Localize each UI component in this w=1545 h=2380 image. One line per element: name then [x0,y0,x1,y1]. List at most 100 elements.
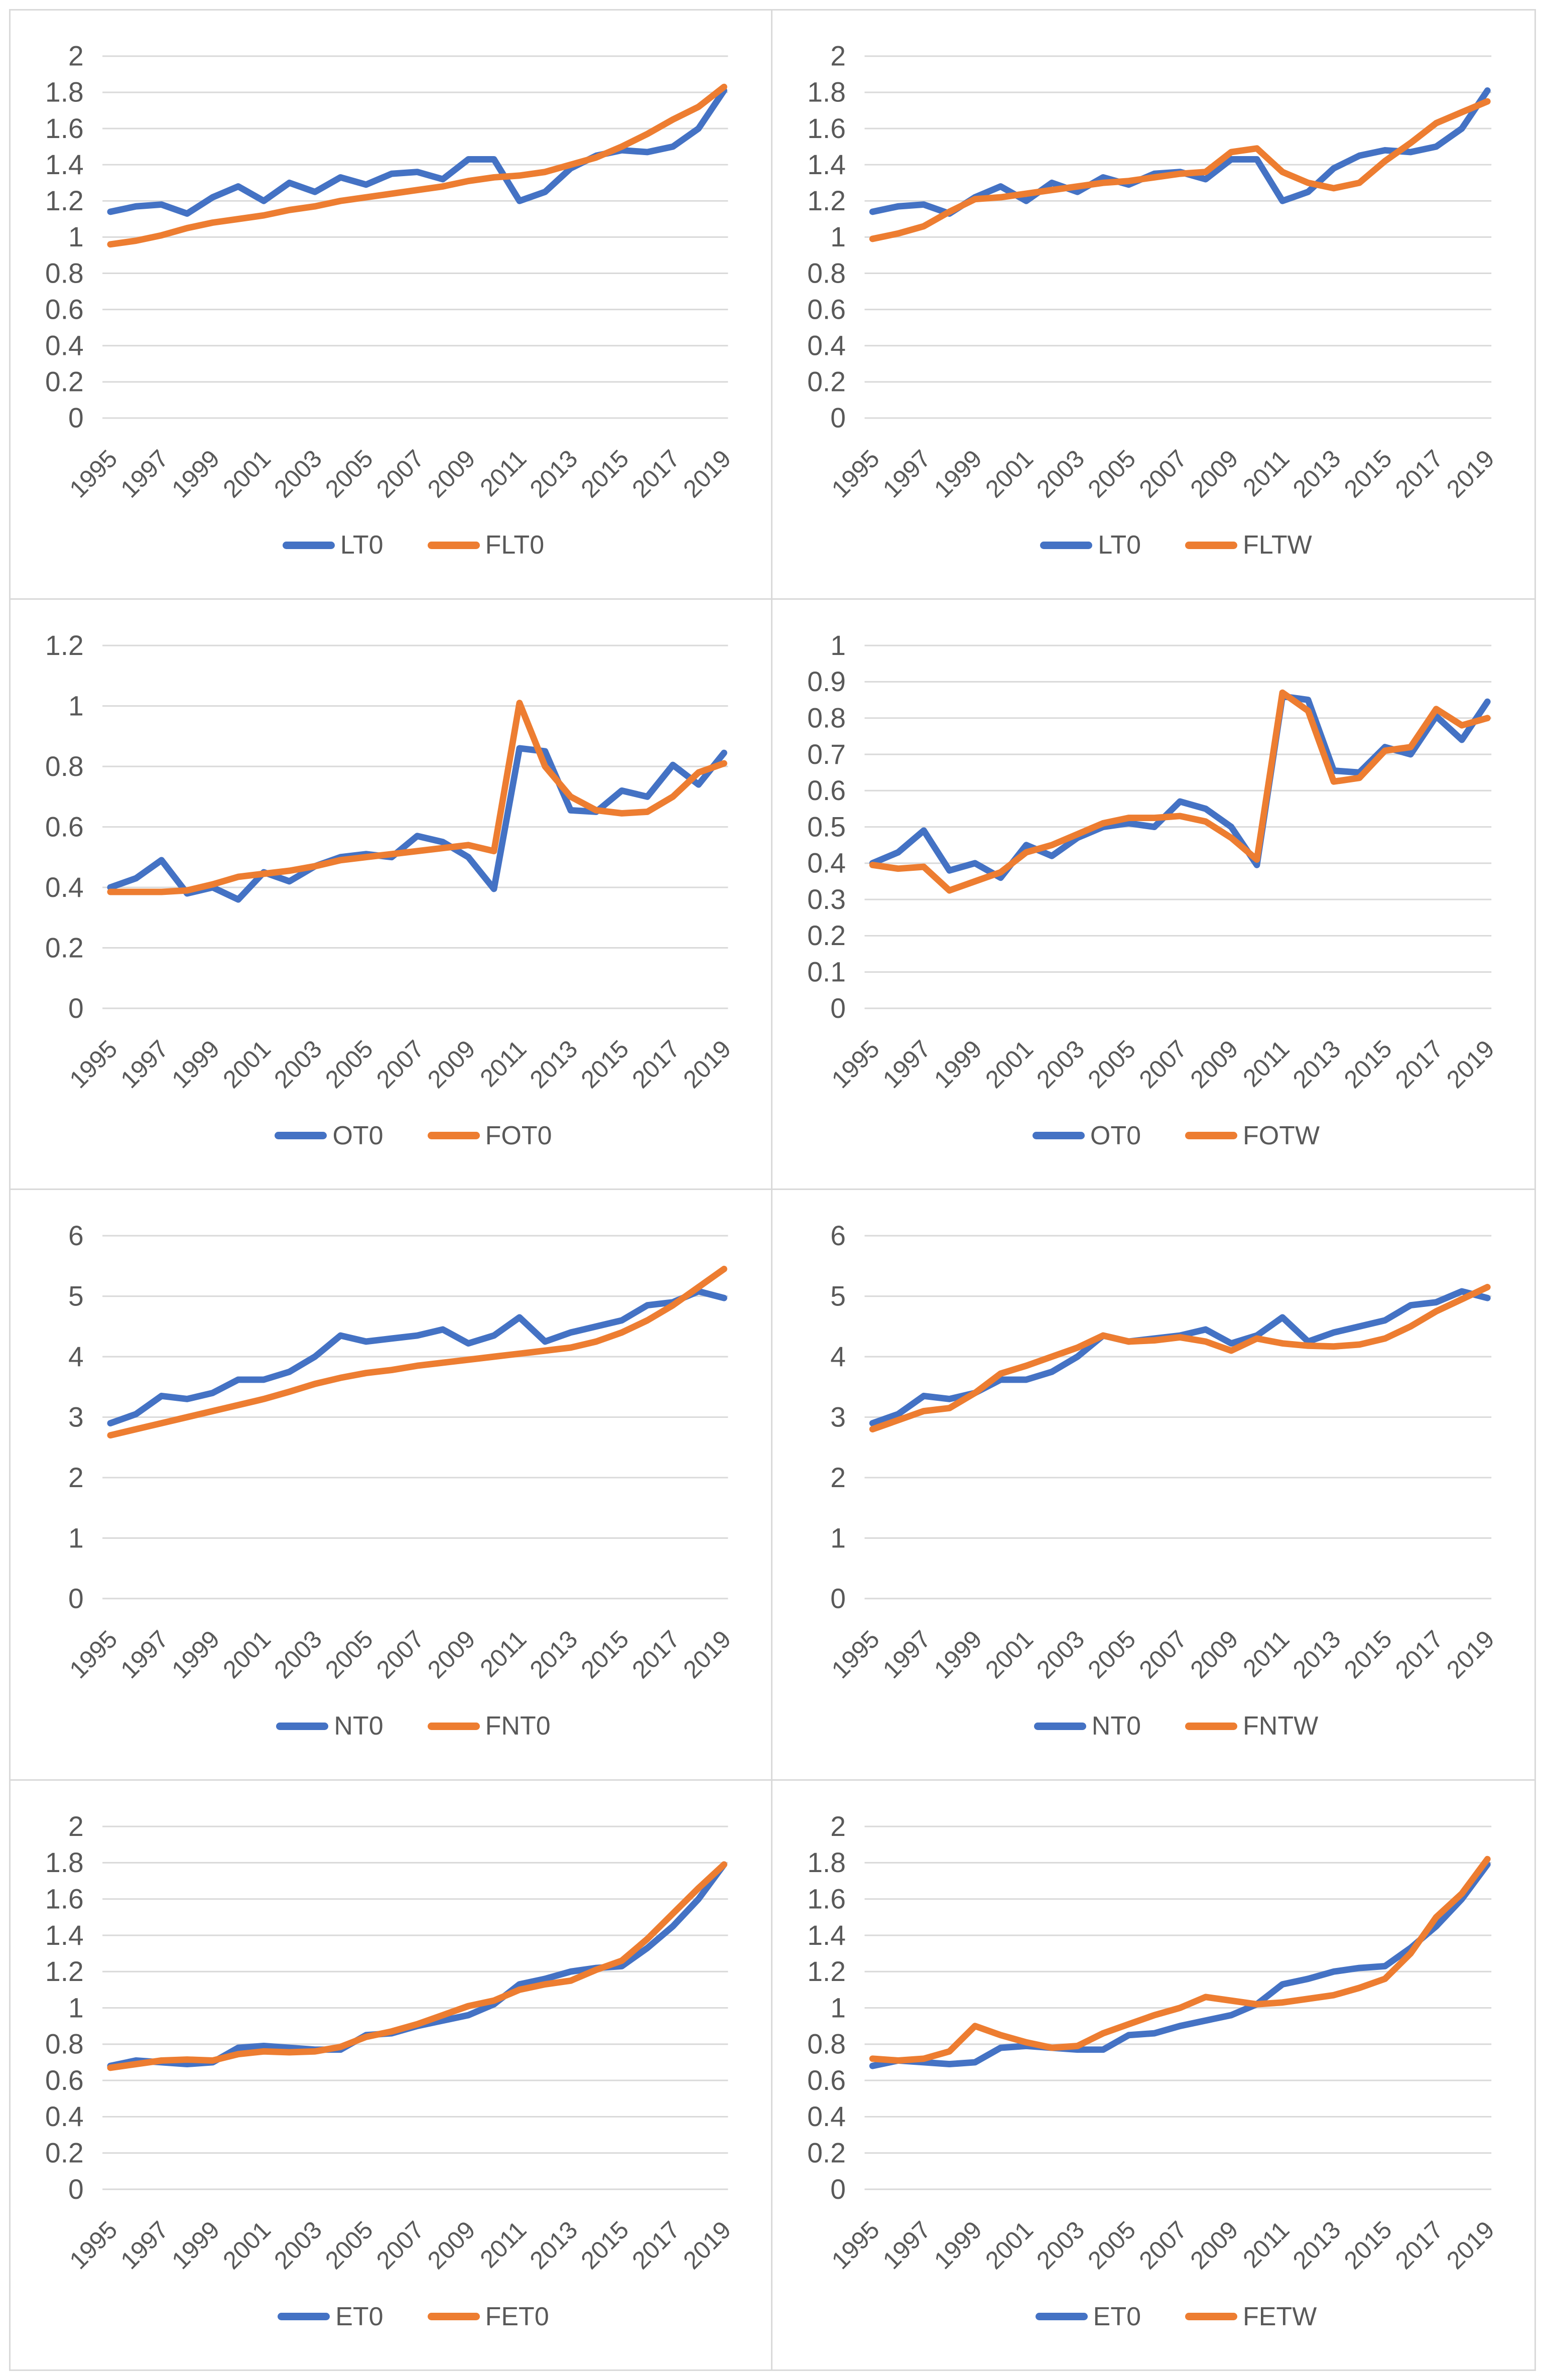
svg-text:0: 0 [68,992,84,1023]
svg-text:2003: 2003 [269,445,327,503]
svg-text:0.2: 0.2 [807,920,846,951]
svg-text:0.8: 0.8 [45,750,84,781]
svg-text:1.6: 1.6 [807,113,846,144]
svg-text:1: 1 [830,1992,846,2023]
svg-text:0.2: 0.2 [45,932,84,963]
svg-text:2: 2 [830,1462,846,1493]
svg-text:1999: 1999 [929,1035,987,1094]
svg-text:1997: 1997 [877,1035,936,1094]
svg-text:2017: 2017 [627,445,685,503]
svg-text:1.6: 1.6 [45,1883,84,1914]
svg-text:2019: 2019 [1441,1035,1499,1094]
svg-text:2005: 2005 [1083,1625,1141,1684]
svg-text:2013: 2013 [525,1625,583,1684]
svg-text:1: 1 [68,690,84,721]
svg-text:0.3: 0.3 [807,883,846,914]
svg-text:2001: 2001 [218,445,276,503]
svg-text:1995: 1995 [64,445,122,503]
chart-panel-ot0-fot0: 0 0.2 0.4 0.6 0.8 1 1.2 1995 1997 1999 2001 2003 200… [9,599,773,1190]
svg-text:0.4: 0.4 [807,2101,846,2132]
line-chart-lt0-flt0: 00.20.40.60.811.21.41.61.821995199719992… [45,41,736,503]
svg-text:2007: 2007 [1134,2216,1192,2275]
svg-text:0.8: 0.8 [807,257,846,289]
svg-text:1999: 1999 [167,1625,225,1684]
svg-text:2011: 2011 [1238,1035,1295,1092]
svg-text:0.9: 0.9 [807,666,846,697]
svg-text:2009: 2009 [1185,2216,1243,2275]
svg-text:2001: 2001 [980,2216,1039,2275]
svg-text:2015: 2015 [576,1034,634,1093]
svg-text:1.8: 1.8 [45,1847,84,1878]
svg-text:2013: 2013 [525,2215,583,2274]
svg-text:0.4: 0.4 [807,330,846,361]
svg-text:1.8: 1.8 [807,1847,846,1878]
svg-text:0.8: 0.8 [45,2028,84,2059]
svg-text:1.2: 1.2 [807,185,846,216]
svg-text:0.2: 0.2 [807,2137,846,2168]
svg-text:0.8: 0.8 [45,257,84,289]
svg-text:1997: 1997 [115,1034,174,1093]
svg-text:0.8: 0.8 [807,2028,846,2059]
svg-text:0.6: 0.6 [45,2064,84,2095]
svg-text:2001: 2001 [980,445,1039,503]
svg-text:0: 0 [68,2173,84,2204]
svg-text:1999: 1999 [929,445,987,503]
svg-text:2019: 2019 [1441,2216,1499,2275]
svg-text:0.2: 0.2 [807,366,846,398]
svg-text:2011: 2011 [475,445,532,502]
svg-text:2003: 2003 [1032,1625,1090,1684]
svg-text:0.4: 0.4 [807,847,846,878]
svg-text:4: 4 [68,1341,84,1372]
svg-text:2007: 2007 [1134,1035,1192,1094]
svg-text:2009: 2009 [1185,1625,1243,1684]
svg-text:2011: 2011 [475,1625,532,1682]
svg-text:2007: 2007 [371,2215,429,2274]
svg-text:0.6: 0.6 [807,774,846,806]
svg-text:2001: 2001 [218,2215,276,2274]
svg-text:2007: 2007 [1134,445,1192,503]
svg-text:3: 3 [830,1401,846,1432]
svg-text:1.2: 1.2 [45,1955,84,1987]
svg-text:1999: 1999 [167,445,225,503]
svg-text:1995: 1995 [826,1625,884,1684]
svg-text:2015: 2015 [576,445,634,503]
svg-text:2009: 2009 [422,1625,480,1684]
svg-text:2013: 2013 [1288,445,1346,503]
chart-panel-lt0-flt0: 0 0.2 0.4 0.6 0.8 1 1.2 1.4 1.6 1.8 2 1995 1997 1999 2… [9,9,773,600]
svg-text:0: 0 [830,2173,846,2204]
svg-text:2017: 2017 [1390,445,1448,503]
svg-text:1995: 1995 [64,1625,122,1684]
svg-text:1: 1 [68,1992,84,2023]
svg-text:2011: 2011 [1238,445,1295,502]
svg-text:0.2: 0.2 [45,2137,84,2168]
svg-text:0.5: 0.5 [807,811,846,842]
svg-text:2005: 2005 [1083,1035,1141,1094]
svg-text:1997: 1997 [877,1625,936,1684]
svg-text:1.8: 1.8 [807,77,846,108]
svg-text:2: 2 [68,41,84,72]
svg-text:1995: 1995 [64,1034,122,1093]
svg-text:1.4: 1.4 [45,149,84,180]
chart-panel-lt0-fltw: 0 0.2 0.4 0.6 0.8 1 1.2 1.4 1.6 1.8 2 1995 1997 1999 2… [773,9,1536,600]
svg-text:2: 2 [830,41,846,72]
svg-text:1: 1 [68,1522,84,1553]
svg-text:0.6: 0.6 [45,811,84,842]
svg-text:1995: 1995 [826,2216,884,2275]
line-chart-ot0-fot0: 00.20.40.60.811.219951997199920012003200… [45,629,736,1093]
svg-text:2007: 2007 [371,1034,429,1093]
svg-text:2017: 2017 [627,2215,685,2274]
svg-text:3: 3 [68,1401,84,1432]
svg-text:1999: 1999 [929,2216,987,2275]
svg-text:1.2: 1.2 [45,629,84,660]
svg-text:2003: 2003 [269,1034,327,1093]
svg-text:0.4: 0.4 [45,330,84,361]
svg-text:0: 0 [68,1583,84,1614]
svg-text:2003: 2003 [269,2215,327,2274]
svg-text:6: 6 [830,1220,846,1251]
svg-text:2019: 2019 [678,445,736,503]
svg-text:2005: 2005 [320,1625,378,1684]
svg-text:1: 1 [830,221,846,252]
svg-text:2: 2 [68,1462,84,1493]
svg-text:4: 4 [830,1341,846,1372]
svg-text:1997: 1997 [877,2216,936,2275]
